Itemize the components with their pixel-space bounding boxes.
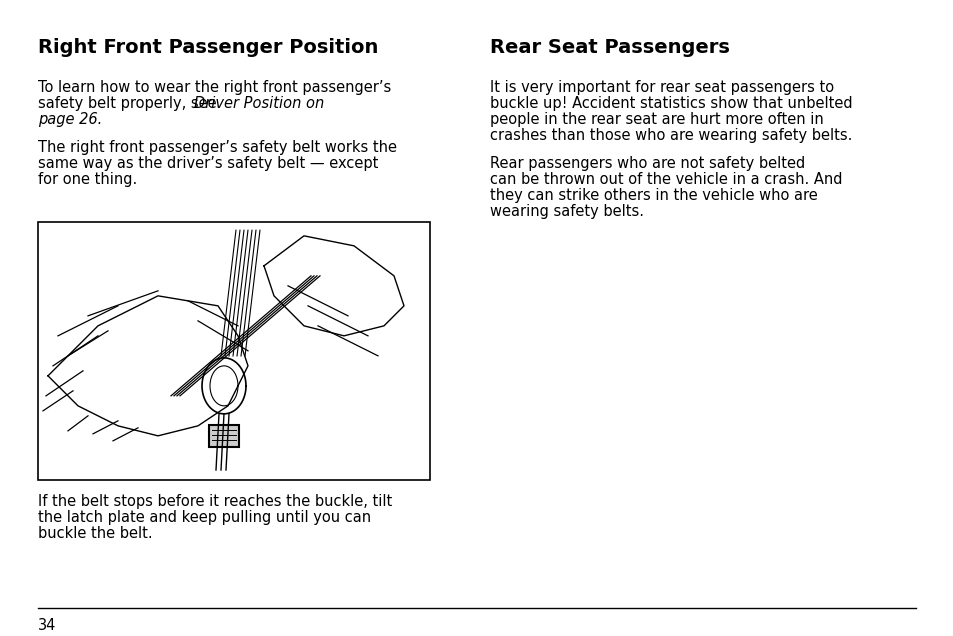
Bar <box>38 222 430 480</box>
Text: It is very important for rear seat passengers to: It is very important for rear seat passe… <box>490 80 833 95</box>
Text: people in the rear seat are hurt more often in: people in the rear seat are hurt more of… <box>490 112 822 127</box>
Text: Driver Position on: Driver Position on <box>193 96 324 111</box>
Text: Rear Seat Passengers: Rear Seat Passengers <box>490 38 729 57</box>
Text: buckle the belt.: buckle the belt. <box>38 526 152 541</box>
Text: To learn how to wear the right front passenger’s: To learn how to wear the right front pas… <box>38 80 391 95</box>
Text: Right Front Passenger Position: Right Front Passenger Position <box>38 38 378 57</box>
Bar <box>38 222 430 480</box>
Text: for one thing.: for one thing. <box>38 172 137 187</box>
Text: safety belt properly, see: safety belt properly, see <box>38 96 221 111</box>
Text: they can strike others in the vehicle who are: they can strike others in the vehicle wh… <box>490 188 817 203</box>
Text: same way as the driver’s safety belt — except: same way as the driver’s safety belt — e… <box>38 156 378 171</box>
Bar <box>209 425 239 447</box>
Text: the latch plate and keep pulling until you can: the latch plate and keep pulling until y… <box>38 510 371 525</box>
Text: Rear passengers who are not safety belted: Rear passengers who are not safety belte… <box>490 156 804 171</box>
Text: wearing safety belts.: wearing safety belts. <box>490 204 643 219</box>
Text: can be thrown out of the vehicle in a crash. And: can be thrown out of the vehicle in a cr… <box>490 172 841 187</box>
Text: buckle up! Accident statistics show that unbelted: buckle up! Accident statistics show that… <box>490 96 852 111</box>
Text: page 26.: page 26. <box>38 112 102 127</box>
Text: If the belt stops before it reaches the buckle, tilt: If the belt stops before it reaches the … <box>38 494 392 509</box>
Text: The right front passenger’s safety belt works the: The right front passenger’s safety belt … <box>38 140 396 155</box>
Text: crashes than those who are wearing safety belts.: crashes than those who are wearing safet… <box>490 128 851 143</box>
Text: 34: 34 <box>38 618 56 633</box>
